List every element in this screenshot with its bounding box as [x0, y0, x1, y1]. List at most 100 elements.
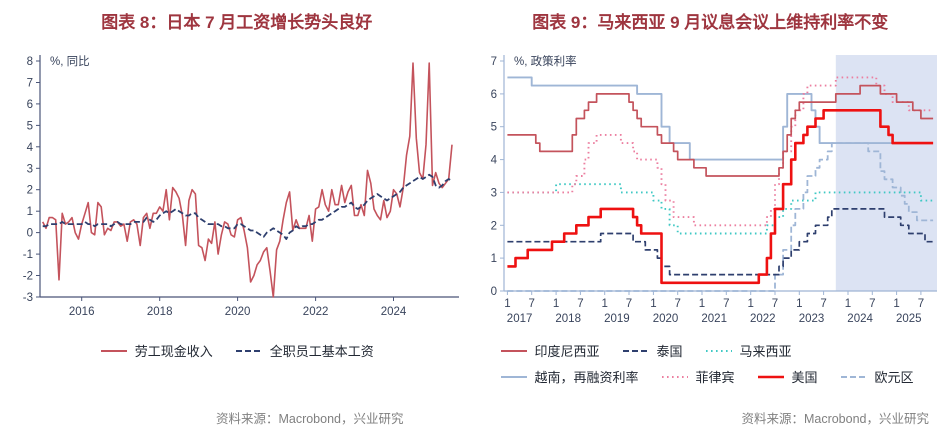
- svg-text:2: 2: [27, 185, 33, 197]
- svg-text:0: 0: [27, 228, 33, 240]
- highlight-band: [835, 55, 937, 291]
- legend-item: 欧元区: [840, 367, 914, 386]
- svg-text:2023: 2023: [798, 313, 824, 325]
- legend-line-swatch: [661, 375, 688, 378]
- svg-text:7: 7: [820, 298, 826, 310]
- legend-label: 印度尼西亚: [534, 344, 600, 359]
- svg-text:5: 5: [27, 120, 33, 132]
- legend-item: 菲律宾: [661, 367, 735, 386]
- svg-text:1: 1: [845, 298, 851, 310]
- chart8-title: 图表 8：日本 7 月工资增长势头良好: [101, 13, 373, 32]
- svg-text:6: 6: [490, 89, 496, 101]
- legend-item: 越南，再融资利率: [500, 367, 639, 386]
- legend-label: 全职员工基本工资: [269, 344, 374, 359]
- series-line: [507, 208, 933, 276]
- legend-label: 劳工现金收入: [134, 344, 213, 359]
- svg-text:7: 7: [528, 298, 534, 310]
- legend-item: 马来西亚: [705, 341, 792, 360]
- svg-text:-1: -1: [23, 249, 33, 261]
- svg-text:2020: 2020: [225, 306, 251, 318]
- svg-text:7: 7: [772, 298, 778, 310]
- svg-text:2025: 2025: [896, 313, 922, 325]
- legend-item: 劳工现金收入: [100, 341, 213, 360]
- svg-text:2016: 2016: [69, 306, 95, 318]
- legend-line-swatch: [235, 349, 262, 352]
- series-line: [507, 142, 933, 292]
- series-line: [507, 84, 933, 177]
- svg-text:2021: 2021: [701, 313, 727, 325]
- chart9-title: 图表 9：马来西亚 9 月议息会议上维持利率不变: [532, 13, 889, 32]
- svg-text:7: 7: [577, 298, 583, 310]
- svg-text:2019: 2019: [604, 313, 630, 325]
- svg-text:1: 1: [504, 298, 510, 310]
- legend-line-swatch: [705, 349, 732, 352]
- legend-label: 泰国: [656, 344, 683, 359]
- svg-text:1: 1: [601, 298, 607, 310]
- svg-text:1: 1: [553, 298, 559, 310]
- svg-text:1: 1: [699, 298, 705, 310]
- svg-text:1: 1: [893, 298, 899, 310]
- legend-label: 菲律宾: [695, 370, 735, 385]
- svg-text:0: 0: [490, 286, 496, 298]
- svg-text:4: 4: [27, 142, 34, 154]
- legend-label: 欧元区: [874, 370, 914, 385]
- legend-line-swatch: [757, 375, 784, 378]
- svg-text:7: 7: [674, 298, 680, 310]
- svg-text:2024: 2024: [847, 313, 873, 325]
- legend-label: 美国: [791, 370, 818, 385]
- svg-text:2018: 2018: [147, 306, 173, 318]
- svg-text:-3: -3: [23, 292, 33, 304]
- svg-text:%, 同比: %, 同比: [50, 55, 90, 68]
- svg-text:1: 1: [27, 206, 33, 218]
- legend-item: 泰国: [622, 341, 683, 360]
- svg-text:3: 3: [27, 163, 33, 175]
- svg-text:6: 6: [27, 99, 33, 111]
- legend-line-swatch: [500, 349, 527, 352]
- svg-text:2018: 2018: [555, 313, 581, 325]
- legend-row: 越南，再融资利率 菲律宾 美国 欧元区: [500, 367, 914, 386]
- svg-text:2017: 2017: [507, 313, 533, 325]
- svg-text:8: 8: [27, 56, 33, 68]
- legend-row: 印度尼西亚 泰国 马来西亚: [500, 341, 914, 360]
- series-line: [507, 109, 933, 285]
- chart8-legend: 劳工现金收入 全职员工基本工资: [100, 341, 374, 360]
- legend-line-swatch: [622, 349, 649, 352]
- svg-text:2022: 2022: [750, 313, 776, 325]
- series-line: [42, 173, 453, 240]
- svg-text:7: 7: [27, 78, 33, 90]
- series-line: [42, 62, 454, 298]
- svg-text:7: 7: [917, 298, 923, 310]
- svg-text:7: 7: [723, 298, 729, 310]
- svg-text:-2: -2: [23, 271, 33, 283]
- svg-text:2020: 2020: [652, 313, 678, 325]
- chart8-source: 资料来源：Macrobond，兴业研究: [215, 412, 404, 426]
- legend-label: 越南，再融资利率: [534, 370, 639, 385]
- svg-text:3: 3: [490, 187, 496, 199]
- svg-text:1: 1: [650, 298, 656, 310]
- series-line: [507, 183, 933, 235]
- svg-text:1: 1: [747, 298, 753, 310]
- svg-text:7: 7: [869, 298, 875, 310]
- svg-text:1: 1: [796, 298, 802, 310]
- svg-text:2022: 2022: [303, 306, 329, 318]
- series-line: [507, 76, 933, 227]
- legend-line-swatch: [840, 375, 867, 378]
- chart9-panel: 图表 9：马来西亚 9 月议息会议上维持利率不变 0 1 2 3 4 5 6 7 1 7 2017 1…: [474, 0, 947, 439]
- chart8-panel: 图表 8：日本 7 月工资增长势头良好 -3 -2 -1 0 1 2 3 4 5 6 7 8 2016 2…: [23, 13, 460, 426]
- legend-line-swatch: [100, 349, 127, 352]
- svg-text:5: 5: [490, 122, 496, 134]
- svg-text:7: 7: [626, 298, 632, 310]
- chart8-plot: -3 -2 -1 0 1 2 3 4 5 6 7 8 2016 2018 2020 2022 2024 %, 同比: [23, 55, 460, 318]
- svg-text:7: 7: [490, 56, 496, 68]
- svg-text:2024: 2024: [381, 306, 407, 318]
- chart9-source: 资料来源：Macrobond，兴业研究: [741, 412, 929, 426]
- svg-text:4: 4: [490, 155, 497, 167]
- svg-text:%, 政策利率: %, 政策利率: [514, 54, 577, 68]
- legend-item: 全职员工基本工资: [235, 341, 374, 360]
- legend-label: 马来西亚: [739, 344, 792, 359]
- legend-row: 劳工现金收入 全职员工基本工资: [100, 341, 374, 360]
- legend-item: 印度尼西亚: [500, 341, 600, 360]
- legend-item: 美国: [757, 367, 818, 386]
